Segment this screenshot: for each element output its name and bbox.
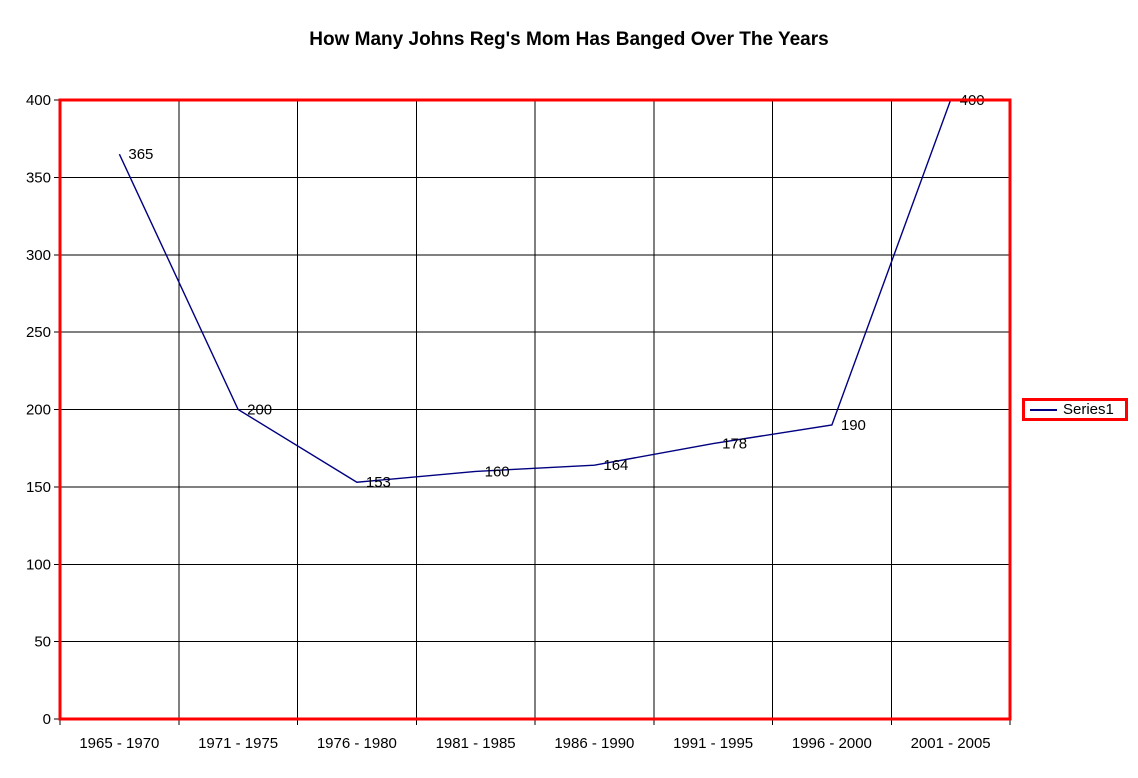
y-axis-tick-label: 350 xyxy=(26,169,51,186)
y-axis-tick-label: 300 xyxy=(26,247,51,264)
data-point-label: 164 xyxy=(603,457,628,474)
data-point-label: 190 xyxy=(841,417,866,434)
x-axis-label: 1986 - 1990 xyxy=(554,735,634,752)
legend-line-sample-icon xyxy=(1030,408,1057,411)
data-point-label: 200 xyxy=(247,402,272,419)
y-axis-tick-label: 250 xyxy=(26,324,51,341)
x-axis-label: 2001 - 2005 xyxy=(911,735,991,752)
x-axis-label: 1976 - 1980 xyxy=(317,735,397,752)
y-axis-tick-label: 150 xyxy=(26,479,51,496)
data-point-label: 153 xyxy=(366,474,391,491)
legend: Series1 xyxy=(1022,398,1128,421)
y-axis-tick-label: 100 xyxy=(26,556,51,573)
y-axis-tick-label: 200 xyxy=(26,402,51,419)
x-axis-label: 1991 - 1995 xyxy=(673,735,753,752)
y-axis-tick-label: 0 xyxy=(43,711,51,728)
plot-border xyxy=(58,98,1012,721)
x-axis-label: 1965 - 1970 xyxy=(79,735,159,752)
legend-series-label: Series1 xyxy=(1063,401,1114,418)
data-point-label: 160 xyxy=(485,463,510,480)
x-axis-label: 1981 - 1985 xyxy=(436,735,516,752)
x-axis-label: 1996 - 2000 xyxy=(792,735,872,752)
y-axis-tick-label: 400 xyxy=(26,92,51,109)
data-point-label: 365 xyxy=(128,146,153,163)
y-axis-tick-label: 50 xyxy=(34,634,51,651)
chart-title: How Many Johns Reg's Mom Has Banged Over… xyxy=(309,29,829,50)
data-point-label: 178 xyxy=(722,436,747,453)
x-axis-label: 1971 - 1975 xyxy=(198,735,278,752)
series-line xyxy=(118,99,952,483)
